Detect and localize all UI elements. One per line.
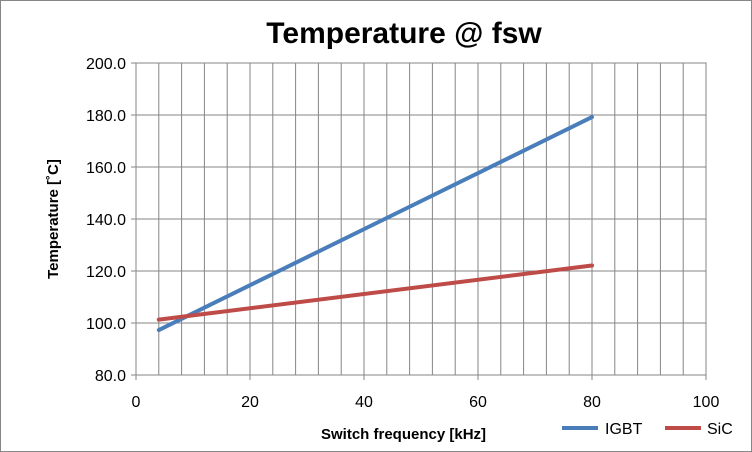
x-tick-label: 60 xyxy=(469,394,487,411)
chart-title: Temperature @ fsw xyxy=(266,17,542,50)
x-axis-ticks: 0 20 40 60 80 100 xyxy=(132,375,720,411)
y-tick-label: 80.0 xyxy=(95,368,126,385)
grid xyxy=(136,63,706,375)
x-tick-label: 100 xyxy=(693,394,720,411)
x-axis-title: Switch frequency [kHz] xyxy=(321,426,486,443)
y-axis-title: Temperature [˚C] xyxy=(45,159,62,279)
x-tick-label: 20 xyxy=(241,394,259,411)
y-tick-label: 100.0 xyxy=(86,316,126,333)
series-group xyxy=(156,115,594,333)
y-tick-label: 180.0 xyxy=(86,108,126,125)
y-tick-label: 140.0 xyxy=(86,212,126,229)
legend: IGBT SiC xyxy=(562,421,733,438)
y-tick-label: 120.0 xyxy=(86,264,126,281)
y-tick-label: 160.0 xyxy=(86,160,126,177)
legend-label: SiC xyxy=(707,421,733,438)
y-tick-label: 200.0 xyxy=(86,56,126,73)
series-line-igbt xyxy=(156,115,594,333)
x-tick-label: 0 xyxy=(132,394,141,411)
x-tick-label: 40 xyxy=(355,394,373,411)
y-axis-ticks: 80.0 100.0 120.0 140.0 160.0 180.0 200.0 xyxy=(86,56,136,385)
legend-label: IGBT xyxy=(605,421,643,438)
series-line-sic xyxy=(156,263,594,322)
x-tick-label: 80 xyxy=(583,394,601,411)
